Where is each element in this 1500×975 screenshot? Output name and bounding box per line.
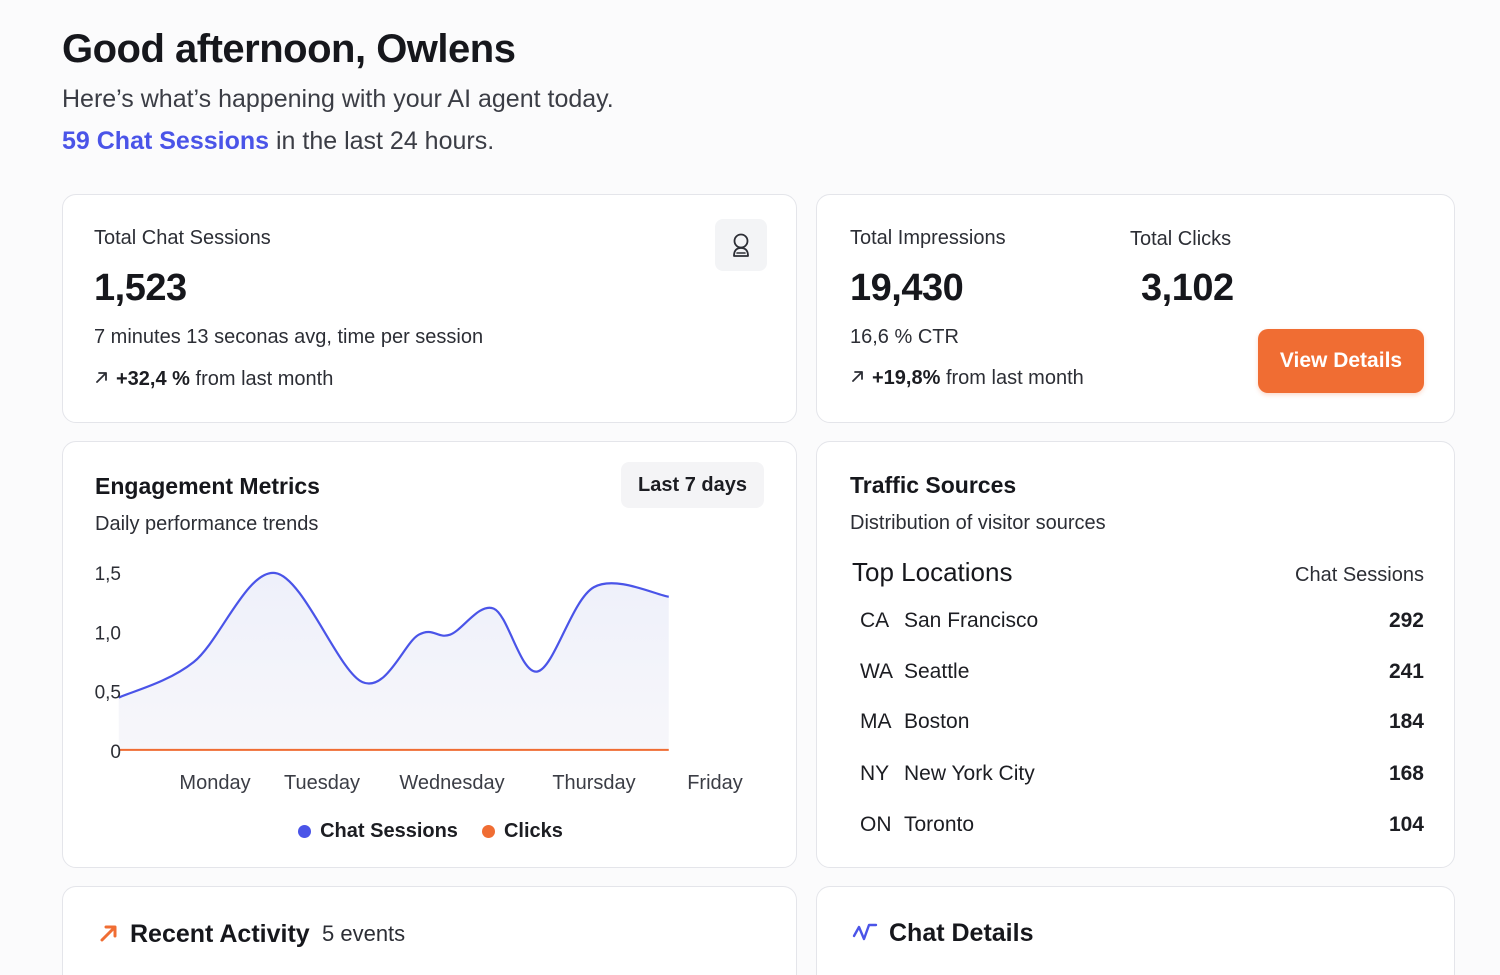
chat-sessions-line — [118, 571, 669, 699]
x-tick-label: Friday — [687, 772, 743, 794]
traffic-subtitle: Distribution of visitor sources — [850, 512, 1106, 534]
legend-label-chat-sessions: Chat Sessions — [320, 820, 458, 842]
sessions-label: Total Chat Sessions — [94, 227, 271, 249]
x-tick-label: Monday — [179, 772, 250, 794]
view-details-button[interactable]: View Details — [1258, 329, 1424, 393]
recent-activity-title: Recent Activity — [130, 920, 310, 948]
y-tick-label: 1,0 — [95, 623, 121, 644]
location-code: NY — [860, 762, 890, 785]
impressions-trend-suffix: from last month — [940, 367, 1084, 389]
clicks-value: 3,102 — [1141, 267, 1234, 309]
legend-dot-chat-sessions — [298, 825, 312, 838]
legend-label-clicks: Clicks — [503, 820, 563, 842]
chat-details-card: Chat Details — [816, 886, 1455, 975]
location-value: 168 — [1388, 762, 1424, 785]
location-code: CA — [860, 609, 890, 632]
chart-legend: Chat Sessions Clicks — [63, 820, 798, 843]
location-code: MA — [860, 710, 892, 733]
y-tick-label: 0 — [110, 742, 121, 763]
sessions-trend: +32,4 % from last month — [94, 368, 333, 391]
legend-item-clicks[interactable]: Clicks — [481, 820, 563, 843]
sessions-trend-value: +32,4 % — [116, 368, 190, 390]
x-tick-label: Tuesday — [284, 772, 360, 794]
top-locations-metric: Chat Sessions — [1295, 564, 1424, 586]
location-city: Toronto — [904, 813, 975, 836]
date-range-button[interactable]: Last 7 days — [621, 462, 764, 508]
engagement-title: Engagement Metrics — [95, 473, 320, 499]
greeting-header: Good afternoon, Owlens Here’s what’s hap… — [62, 26, 614, 156]
clicks-label: Total Clicks — [1130, 228, 1232, 250]
user-badge-icon[interactable] — [715, 219, 767, 271]
sessions-avg-time: 7 minutes 13 seconas avg, time per sessi… — [94, 326, 484, 348]
traffic-title: Traffic Sources — [850, 472, 1017, 498]
legend-dot-clicks — [481, 825, 495, 838]
location-value: 241 — [1388, 660, 1424, 683]
ctr-value: 16,6 % CTR — [850, 326, 959, 348]
top-locations-header: Top Locations Chat Sessions — [852, 557, 1424, 588]
activity-icon — [852, 921, 878, 948]
x-tick-label: Wednesday — [399, 772, 504, 794]
chat-sessions-area — [118, 572, 669, 751]
sessions-value: 1,523 — [94, 267, 187, 309]
location-value: 292 — [1388, 609, 1424, 632]
x-tick-label: Thursday — [552, 772, 635, 794]
y-tick-label: 1,5 — [95, 564, 121, 585]
impressions-value: 19,430 — [850, 267, 964, 309]
page-subtitle: Here’s what’s happening with your AI age… — [62, 85, 614, 113]
location-value: 104 — [1388, 813, 1424, 836]
recent-activity-count: 5 events — [322, 921, 406, 946]
engagement-subtitle: Daily performance trends — [95, 513, 319, 535]
location-row: NY New York City 168 — [860, 762, 1424, 786]
location-row: WA Seattle 241 — [860, 660, 1424, 684]
sessions-trend-suffix: from last month — [189, 368, 334, 390]
location-city: Boston — [904, 710, 970, 733]
sessions-summary-suffix: in the last 24 hours. — [269, 127, 495, 155]
arrow-up-right-icon — [98, 922, 120, 949]
arrow-up-right-icon — [94, 369, 110, 390]
recent-activity-card: Recent Activity 5 events — [62, 886, 797, 975]
impressions-trend-value: +19,8% — [872, 367, 941, 389]
location-city: New York City — [904, 762, 1035, 785]
impressions-label: Total Impressions — [850, 227, 1006, 249]
sessions-highlight-link[interactable]: 59 Chat Sessions — [62, 127, 270, 155]
impressions-card: Total Impressions 19,430 Total Clicks 3,… — [816, 194, 1455, 423]
impressions-trend: +19,8% from last month — [850, 367, 1084, 390]
sessions-summary: 59 Chat Sessions in the last 24 hours. — [62, 126, 614, 156]
location-row: CA San Francisco 292 — [860, 609, 1424, 633]
page-title: Good afternoon, Owlens — [62, 27, 516, 71]
location-row: MA Boston 184 — [860, 710, 1424, 734]
chat-details-title: Chat Details — [889, 919, 1034, 947]
top-locations-title: Top Locations — [852, 557, 1013, 587]
engagement-chart: 0 0,5 1,0 1,5 Monday Tuesday Wednesday Thursda… — [95, 564, 743, 794]
y-tick-label: 0,5 — [95, 683, 121, 704]
arrow-up-right-icon — [850, 368, 866, 389]
location-value: 184 — [1388, 710, 1424, 733]
location-city: Seattle — [904, 660, 970, 683]
legend-item-chat-sessions[interactable]: Chat Sessions — [298, 820, 458, 843]
location-row: ON Toronto 104 — [860, 813, 1424, 837]
engagement-metrics-card: Engagement Metrics Daily performance tre… — [62, 441, 797, 868]
location-code: WA — [860, 660, 894, 683]
total-chat-sessions-card: Total Chat Sessions 1,523 7 minutes 13 s… — [62, 194, 797, 423]
traffic-sources-card: Traffic Sources Distribution of visitor … — [816, 441, 1455, 868]
location-city: San Francisco — [904, 609, 1039, 632]
location-code: ON — [860, 813, 892, 836]
